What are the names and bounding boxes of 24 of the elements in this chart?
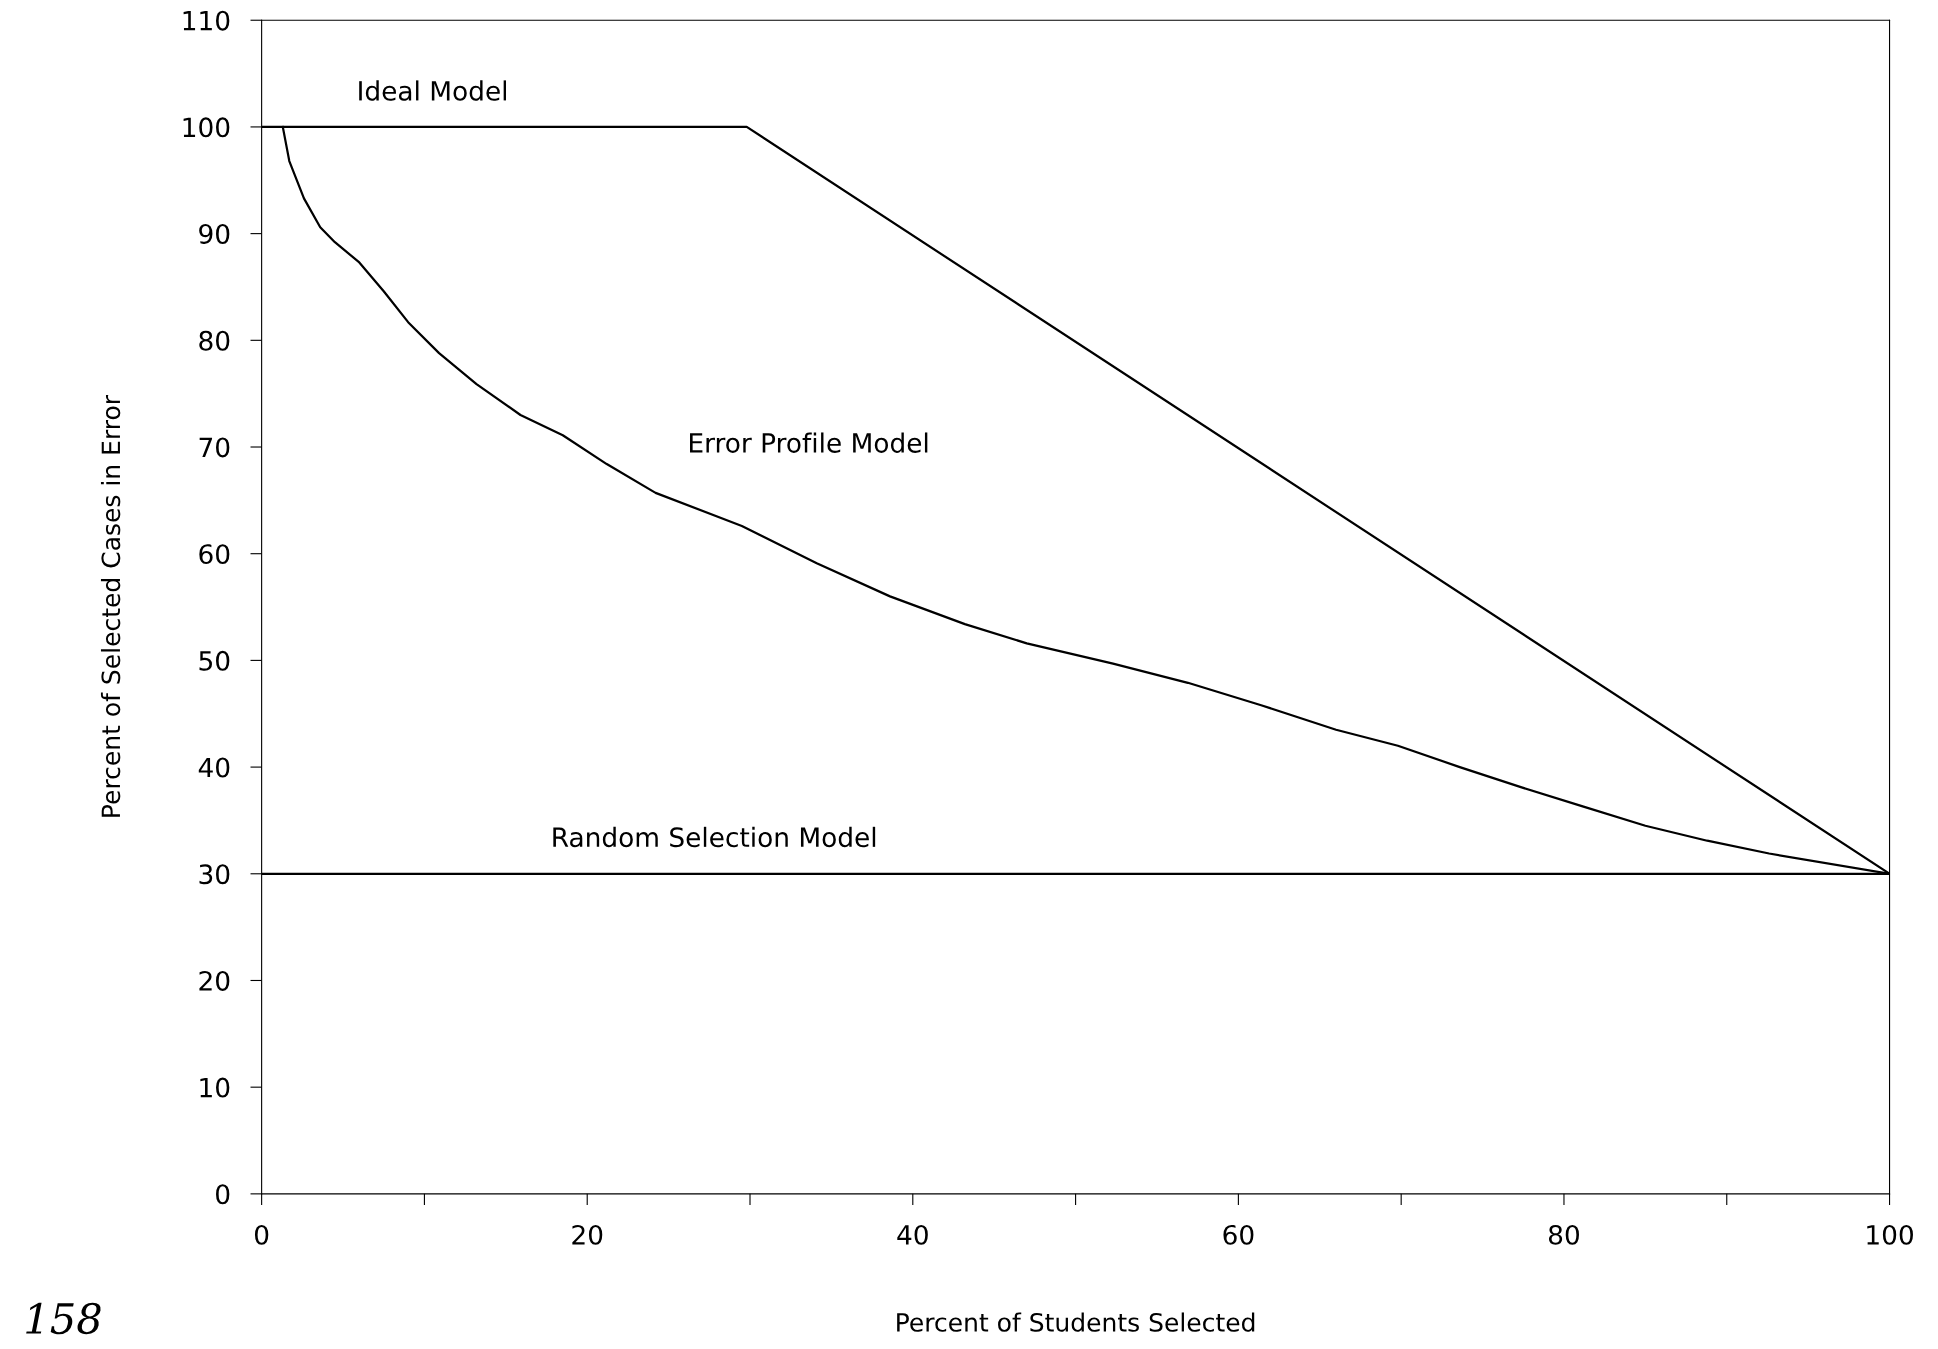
y-tick-label: 50 <box>199 650 230 671</box>
y-tick-label: 80 <box>199 330 230 351</box>
y-tick-label: 90 <box>199 224 230 245</box>
x-axis-title: Percent of Students Selected <box>897 1312 1255 1332</box>
y-tick-label: 100 <box>183 117 230 138</box>
y-tick-label: 30 <box>199 864 230 885</box>
x-tick-label: 60 <box>1223 1224 1254 1245</box>
y-tick-label: 0 <box>216 1184 230 1205</box>
y-tick-label: 40 <box>198 757 230 778</box>
text: 158 <box>26 1302 101 1335</box>
x-tick-label: 0 <box>254 1224 269 1245</box>
x-tick-label: 80 <box>1548 1224 1579 1245</box>
x-tick-label: 40 <box>897 1224 928 1245</box>
y-tick-label: 20 <box>199 970 230 991</box>
y-tick-label: 60 <box>199 544 230 565</box>
series-label: Ideal Model <box>359 80 507 101</box>
x-tick-label: 20 <box>572 1224 603 1245</box>
y-tick-label: 10 <box>200 1077 230 1098</box>
y-tick-label: 70 <box>199 437 230 458</box>
x-tick-label: 100 <box>1867 1224 1913 1245</box>
y-axis-title: Percent of Selected Cases in Error <box>100 394 121 817</box>
series-label: Error Profile Model <box>690 432 928 453</box>
y-tick-label: 110 <box>183 10 230 31</box>
series-label: Random Selection Model <box>553 826 876 848</box>
